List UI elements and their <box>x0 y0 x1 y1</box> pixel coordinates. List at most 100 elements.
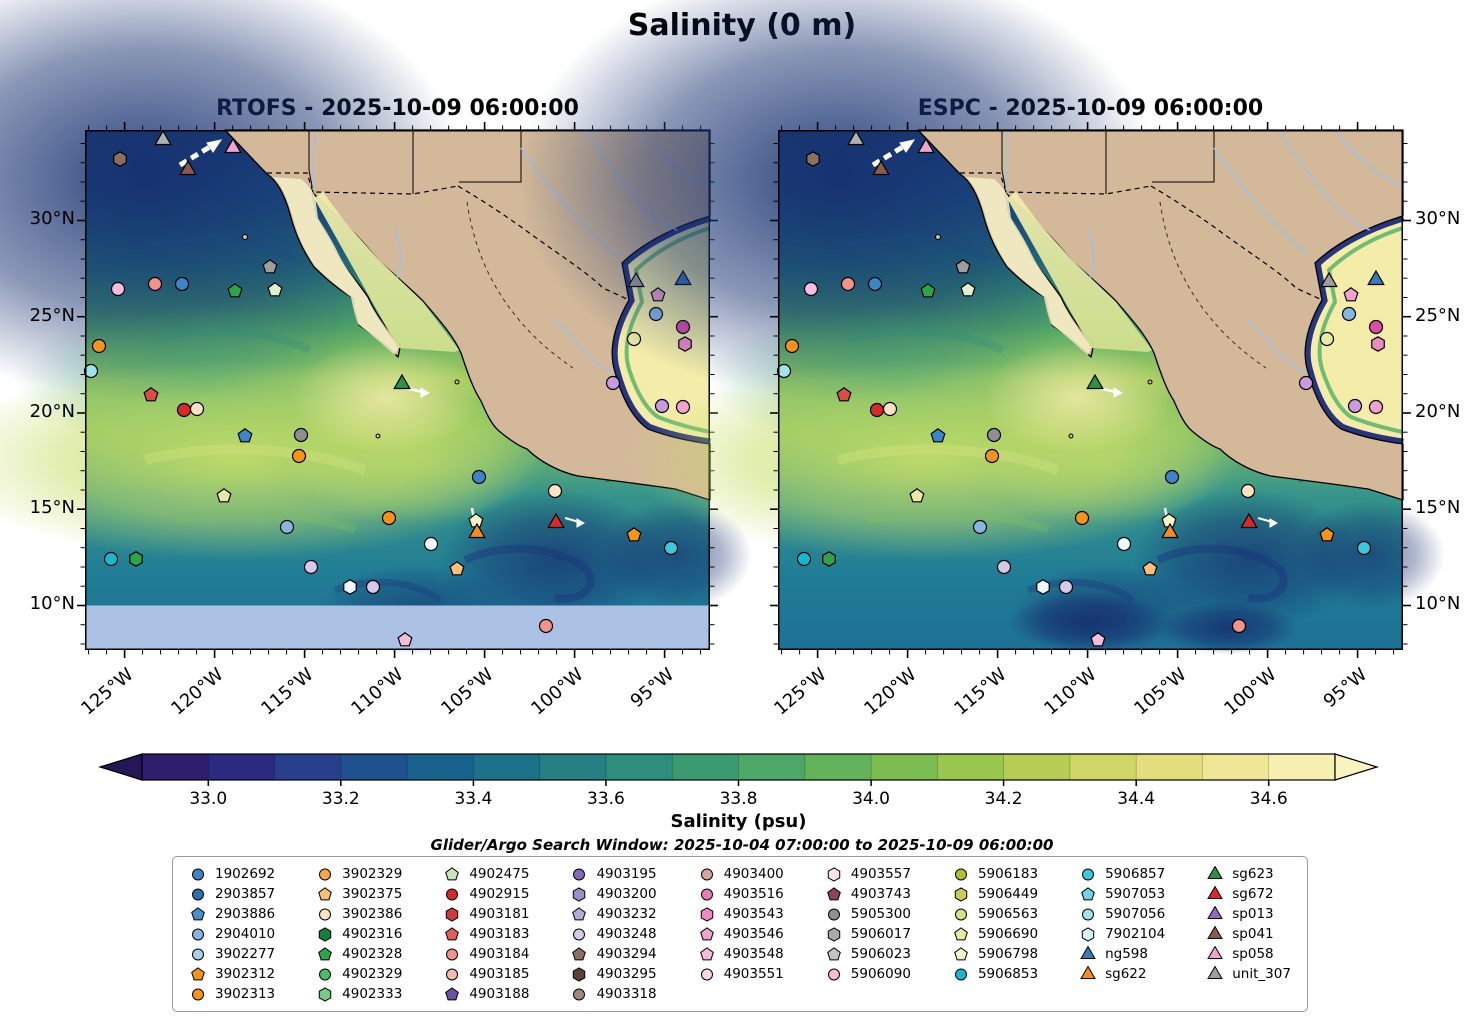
legend-item-4903318: 4903318 <box>570 984 657 1004</box>
legend-item-4903546: 4903546 <box>698 924 784 944</box>
legend-item-4903200: 4903200 <box>570 884 657 904</box>
y-tick-label: 10°N <box>1415 593 1461 615</box>
float-marker <box>955 259 971 274</box>
float-marker <box>840 276 856 292</box>
triangle-marker-icon <box>1207 885 1224 899</box>
float-marker <box>822 551 836 567</box>
circle-marker-icon <box>827 968 840 980</box>
map-espc <box>518 0 1445 658</box>
float-marker <box>1356 540 1372 556</box>
legend-label: ng598 <box>1105 946 1148 962</box>
legend-label: 5906449 <box>977 886 1039 902</box>
legend-item-5906183: 5906183 <box>952 864 1038 884</box>
float-marker <box>984 448 1000 464</box>
legend-label: 4903318 <box>596 986 657 1002</box>
float-marker <box>154 129 172 146</box>
y-tick-label: 15°N <box>1415 497 1461 519</box>
float-marker <box>103 551 119 567</box>
float-marker <box>449 561 465 576</box>
circle-marker-icon <box>192 868 204 880</box>
float-marker <box>847 129 865 146</box>
float-marker <box>867 276 883 292</box>
float-marker <box>547 512 565 529</box>
legend-item-ng598: ng598 <box>1079 944 1165 964</box>
legend-column: 3902329 3902375 3902386 4902316 4902328 49023… <box>316 864 402 1004</box>
float-marker <box>605 375 621 391</box>
float-marker <box>1164 469 1180 485</box>
legend-item-5906853: 5906853 <box>952 964 1038 984</box>
float-marker <box>803 281 819 297</box>
legend-label: 4903183 <box>469 926 530 942</box>
legend-item-4903743: 4903743 <box>825 884 911 904</box>
legend-label: 5907053 <box>1105 886 1166 902</box>
legend-item-4903516: 4903516 <box>698 884 784 904</box>
circle-marker-icon <box>954 868 967 880</box>
legend-label: sp041 <box>1232 926 1274 942</box>
pentagon-marker-icon <box>191 906 205 920</box>
legend-label: 4903294 <box>596 946 657 962</box>
float-marker <box>176 402 192 418</box>
y-tick-label: 25°N <box>29 304 75 326</box>
legend-label: 5906853 <box>977 966 1039 982</box>
legend-label: sg672 <box>1232 886 1274 902</box>
legend-item-4903232: 4903232 <box>570 904 657 924</box>
float-marker <box>1240 483 1256 499</box>
float-marker <box>654 398 670 414</box>
hexagon-marker-icon <box>827 926 841 942</box>
float-marker <box>143 387 159 402</box>
float-marker <box>174 276 190 292</box>
pentagon-marker-icon <box>572 946 587 960</box>
circle-marker-icon <box>573 868 586 880</box>
legend-label: sp013 <box>1232 906 1274 922</box>
legend-label: 4903516 <box>723 886 784 902</box>
colorbar-tick-label: 34.4 <box>1117 789 1156 809</box>
legend-label: sg622 <box>1105 966 1147 982</box>
triangle-marker-icon <box>1207 925 1224 939</box>
legend-item-3902329: 3902329 <box>316 864 402 884</box>
legend-item-5906563: 5906563 <box>952 904 1038 924</box>
legend-item-7902104: 7902104 <box>1079 924 1165 944</box>
float-marker <box>1367 269 1385 286</box>
float-marker <box>227 283 243 298</box>
float-marker <box>224 137 242 154</box>
legend-column: sg623 sg672 sp013 sp041 sp058 unit_307 <box>1206 864 1291 1004</box>
colorbar-tick-label: 33.2 <box>321 789 360 809</box>
legend-column: 4903557 4903743 5905300 5906017 5906023 59060… <box>825 864 911 1004</box>
legend-label: 2904010 <box>215 926 276 942</box>
legend-item-4903181: 4903181 <box>443 904 529 924</box>
colorbar-tick-label: 34.2 <box>984 789 1023 809</box>
y-tick-label: 20°N <box>1415 400 1461 422</box>
float-marker <box>262 259 278 274</box>
legend-label: 4903184 <box>469 946 530 962</box>
hexagon-marker-icon <box>954 886 968 902</box>
legend-column: 5906183 5906449 5906563 5906690 5906798 59068… <box>952 864 1038 1004</box>
y-tick-label: 25°N <box>1415 304 1461 326</box>
triangle-marker-icon <box>1080 965 1096 979</box>
legend-item-sg672: sg672 <box>1206 884 1291 904</box>
circle-marker-icon <box>192 888 204 900</box>
legend-label: 4903188 <box>469 986 530 1002</box>
legend-label: 4903200 <box>596 886 657 902</box>
legend-label: 4903295 <box>596 966 657 982</box>
legend-item-3902386: 3902386 <box>316 904 402 924</box>
gulf-of-california <box>1007 192 1152 352</box>
legend-label: 4903400 <box>723 866 784 882</box>
legend-column: 4903195 4903200 4903232 4903248 4903294 49032… <box>570 864 657 1004</box>
float-marker <box>1058 579 1074 595</box>
float-marker <box>796 551 812 567</box>
legend-label: sg623 <box>1232 866 1274 882</box>
hexagon-marker-icon <box>318 926 332 942</box>
legend-label: 4903551 <box>723 966 784 982</box>
legend-item-5907053: 5907053 <box>1079 884 1165 904</box>
legend-item-5906857: 5906857 <box>1079 864 1165 884</box>
float-marker <box>909 488 925 503</box>
legend-label: 3902386 <box>342 906 403 922</box>
legend-label: 4903195 <box>596 866 657 882</box>
float-marker <box>267 282 283 297</box>
y-tick-label: 30°N <box>1415 208 1461 230</box>
float-marker <box>538 618 554 634</box>
legend-label: 3902277 <box>215 946 276 962</box>
float-marker <box>960 282 976 297</box>
legend-label: 4903546 <box>723 926 784 942</box>
legend-item-4902316: 4902316 <box>316 924 402 944</box>
